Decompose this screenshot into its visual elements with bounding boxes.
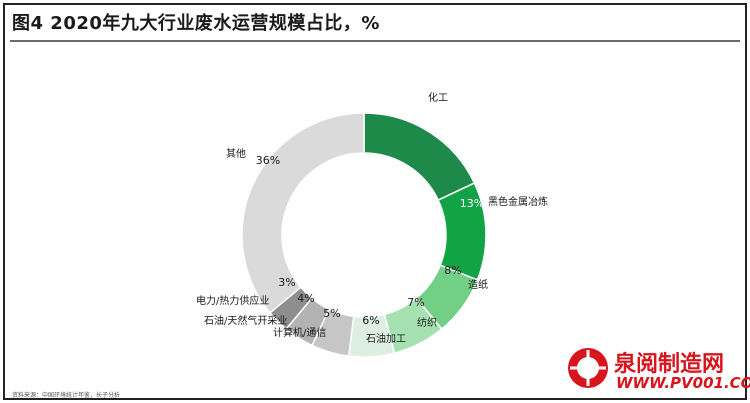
value-label-0: 18% (410, 110, 434, 123)
source-note: 资料来源：中国环境统计年鉴，长子分析 (12, 392, 121, 399)
value-label-1: 13% (460, 197, 484, 210)
value-label-6: 4% (297, 292, 314, 305)
watermark-logo-icon (568, 348, 608, 388)
watermark-name: 泉阅制造网 (614, 352, 725, 377)
value-label-3: 7% (407, 296, 424, 309)
watermark-url: WWW.PV001.COM (616, 374, 750, 392)
category-label-8: 其他 (226, 147, 246, 160)
value-label-2: 8% (444, 264, 461, 277)
chart-title: 图4 2020年九大行业废水运营规模占比，% (12, 13, 380, 34)
value-label-5: 5% (323, 307, 340, 320)
donut-slice-0 (363, 112, 476, 202)
category-label-3: 纺织 (417, 316, 437, 329)
category-label-1: 黑色金属冶炼 (488, 195, 548, 208)
figure-frame (3, 3, 747, 400)
value-label-4: 6% (362, 314, 379, 327)
category-label-6: 石油/天然气开采业 (204, 314, 287, 327)
value-label-8: 36% (256, 154, 280, 167)
category-label-7: 电力/热力供应业 (196, 294, 269, 307)
value-label-7: 3% (278, 276, 295, 289)
watermark: 泉阅制造网 WWW.PV001.COM (566, 344, 750, 396)
category-label-0: 化工 (428, 91, 448, 104)
category-label-5: 计算机/通信 (273, 326, 326, 339)
donut-slice-8 (241, 112, 365, 314)
title-rule (10, 40, 740, 42)
category-label-2: 造纸 (468, 278, 488, 291)
category-label-4: 石油加工 (366, 332, 406, 345)
